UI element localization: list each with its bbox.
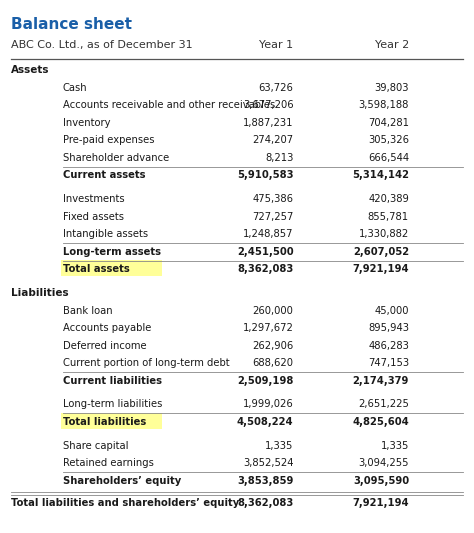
Text: 1,335: 1,335 (265, 441, 293, 451)
Text: 1,330,882: 1,330,882 (359, 229, 409, 239)
Text: 7,921,194: 7,921,194 (352, 498, 409, 508)
Text: 5,910,583: 5,910,583 (237, 171, 293, 180)
Text: 2,607,052: 2,607,052 (353, 247, 409, 257)
Text: Accounts receivable and other receivables: Accounts receivable and other receivable… (63, 100, 275, 110)
Text: Year 1: Year 1 (259, 39, 293, 50)
Text: Shareholder advance: Shareholder advance (63, 153, 169, 163)
Text: ABC Co. Ltd., as of December 31: ABC Co. Ltd., as of December 31 (11, 39, 192, 50)
Text: Total liabilities: Total liabilities (63, 417, 146, 427)
Text: 420,389: 420,389 (368, 194, 409, 204)
Text: 666,544: 666,544 (368, 153, 409, 163)
Text: 3,094,255: 3,094,255 (358, 458, 409, 468)
Text: 704,281: 704,281 (368, 118, 409, 128)
Text: 262,906: 262,906 (252, 341, 293, 351)
Text: 305,326: 305,326 (368, 135, 409, 146)
Text: 727,257: 727,257 (252, 212, 293, 222)
Text: 5,314,142: 5,314,142 (352, 171, 409, 180)
Text: 3,095,590: 3,095,590 (353, 476, 409, 486)
Text: 688,620: 688,620 (253, 358, 293, 368)
Text: 855,781: 855,781 (368, 212, 409, 222)
Text: 3,853,859: 3,853,859 (237, 476, 293, 486)
Text: Long-term liabilities: Long-term liabilities (63, 399, 162, 409)
Text: Shareholders’ equity: Shareholders’ equity (63, 476, 181, 486)
Text: Pre-paid expenses: Pre-paid expenses (63, 135, 154, 146)
Text: Balance sheet: Balance sheet (11, 17, 132, 33)
Text: 8,362,083: 8,362,083 (237, 498, 293, 508)
Text: Retained earnings: Retained earnings (63, 458, 154, 468)
Text: 2,451,500: 2,451,500 (237, 247, 293, 257)
Text: Assets: Assets (11, 66, 49, 75)
Text: 63,726: 63,726 (259, 83, 293, 93)
Text: 895,943: 895,943 (368, 323, 409, 333)
Text: 45,000: 45,000 (374, 305, 409, 316)
Text: Deferred income: Deferred income (63, 341, 146, 351)
FancyBboxPatch shape (61, 413, 162, 429)
Text: 2,651,225: 2,651,225 (358, 399, 409, 409)
Text: 4,825,604: 4,825,604 (352, 417, 409, 427)
Text: Long-term assets: Long-term assets (63, 247, 161, 257)
Text: Fixed assets: Fixed assets (63, 212, 124, 222)
Text: 475,386: 475,386 (253, 194, 293, 204)
Text: Total liabilities and shareholders’ equity: Total liabilities and shareholders’ equi… (11, 498, 239, 508)
Text: 4,508,224: 4,508,224 (237, 417, 293, 427)
Text: 2,509,198: 2,509,198 (237, 376, 293, 385)
Text: Inventory: Inventory (63, 118, 110, 128)
Text: Current assets: Current assets (63, 171, 145, 180)
Text: Share capital: Share capital (63, 441, 128, 451)
Text: Intangible assets: Intangible assets (63, 229, 148, 239)
Text: 39,803: 39,803 (374, 83, 409, 93)
FancyBboxPatch shape (61, 260, 162, 277)
Text: 8,362,083: 8,362,083 (237, 264, 293, 274)
Text: 486,283: 486,283 (368, 341, 409, 351)
Text: 3,677,206: 3,677,206 (243, 100, 293, 110)
Text: Liabilities: Liabilities (11, 288, 68, 298)
Text: 1,297,672: 1,297,672 (243, 323, 293, 333)
Text: 747,153: 747,153 (368, 358, 409, 368)
Text: Bank loan: Bank loan (63, 305, 112, 316)
Text: 1,999,026: 1,999,026 (243, 399, 293, 409)
Text: 3,852,524: 3,852,524 (243, 458, 293, 468)
Text: 3,598,188: 3,598,188 (359, 100, 409, 110)
Text: Total assets: Total assets (63, 264, 129, 274)
Text: 1,248,857: 1,248,857 (243, 229, 293, 239)
Text: Accounts payable: Accounts payable (63, 323, 151, 333)
Text: Investments: Investments (63, 194, 124, 204)
Text: 274,207: 274,207 (253, 135, 293, 146)
Text: 2,174,379: 2,174,379 (353, 376, 409, 385)
Text: 8,213: 8,213 (265, 153, 293, 163)
Text: Current liabilities: Current liabilities (63, 376, 162, 385)
Text: 260,000: 260,000 (253, 305, 293, 316)
Text: 7,921,194: 7,921,194 (352, 264, 409, 274)
Text: 1,335: 1,335 (381, 441, 409, 451)
Text: Year 2: Year 2 (375, 39, 409, 50)
Text: Cash: Cash (63, 83, 87, 93)
Text: Current portion of long-term debt: Current portion of long-term debt (63, 358, 229, 368)
Text: 1,887,231: 1,887,231 (243, 118, 293, 128)
